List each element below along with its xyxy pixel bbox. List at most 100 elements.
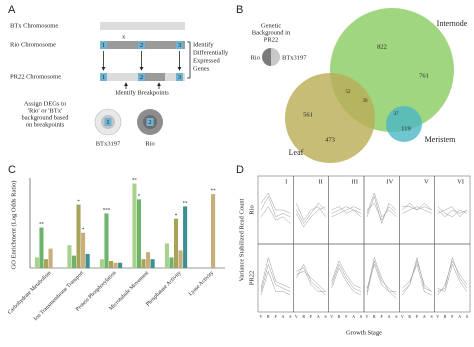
x-tick-label: A [423,314,426,319]
significance: *** [103,209,111,214]
significance: ** [39,223,45,228]
bar [164,243,169,268]
bar [150,259,155,268]
x-tick-label: F [381,314,384,319]
label: Rio [145,140,154,147]
marker-label: 2 [140,42,143,49]
cluster-label: V [424,178,429,185]
expression-line [296,270,326,292]
chromosome [138,73,165,81]
marker [104,118,112,126]
label: background based [21,114,69,121]
x-tick-label: Phosphatase Activity [145,270,183,308]
marker [138,73,145,81]
background-half [262,48,271,66]
x-tick-label: S [360,314,362,319]
expression-line [402,206,432,211]
panel-letter: B [236,4,243,16]
expression-line [437,256,468,292]
expression-line [366,202,397,221]
x-tick-label: F [451,314,454,319]
bar [169,257,174,268]
chromosome [165,73,185,81]
label: 'Rio' or 'BTx' [28,107,62,114]
bar [34,257,39,268]
label: PR22 [264,36,278,43]
significance: * [138,195,141,200]
expression-line [331,263,362,292]
label: Background in [252,29,291,36]
marker [176,73,183,81]
label: Rio [251,54,260,61]
x-tick-label: R [373,314,376,319]
label: PR22 Chromosome [10,73,61,80]
x-tick-label: F [416,314,419,319]
bar [67,245,72,268]
label: Genetic [261,22,281,29]
significance: * [77,200,80,205]
bar [211,194,216,268]
bar [39,227,44,268]
bar [104,213,109,268]
expression-line [296,202,326,225]
x-tick-label: S [289,314,291,319]
marker-label: 2 [148,119,151,126]
label: Identify Breakpoints [115,89,169,96]
marker [100,73,107,81]
label: Leaf [289,148,304,157]
x-tick-label: S [395,314,397,319]
expression-line [296,203,326,221]
expression-line [437,206,468,218]
x-tick-label: R [444,314,447,319]
x-tick-label: F [275,314,278,319]
background-half [271,48,280,66]
marker-label: 1 [102,74,105,81]
x-tick-label: R [267,314,270,319]
label: Meristem [425,135,456,144]
expression-line [331,267,362,296]
panel-letter: A [8,4,16,16]
x-tick-label: V [436,314,439,319]
label: Assign DEGs to [24,100,66,107]
expression-line [260,256,291,289]
bar [113,262,118,268]
expression-line [296,267,326,292]
count: 761 [419,72,429,79]
bar [136,199,142,268]
bar [48,248,53,268]
label: Internode [437,19,468,28]
bar [178,250,183,268]
expression-line [260,206,291,224]
significance: * [175,214,178,219]
x-tick-label: V [295,314,298,319]
label: Genes [193,65,210,72]
bar [108,260,114,268]
expression-line [260,195,291,218]
expression-line [437,209,468,218]
chromosome [100,22,185,30]
x-tick-label: S [431,314,433,319]
cluster-label: IV [386,178,393,185]
bar [146,252,151,268]
expression-line [437,260,468,296]
significance: ** [211,189,217,194]
count: 39 [363,99,369,104]
marker [138,41,145,49]
chromosome [100,73,138,81]
count: 561 [303,111,313,118]
count: 822 [377,43,387,50]
x-tick-label: R [338,314,341,319]
bar [43,259,49,268]
marker-label: 2 [140,74,143,81]
count: 52 [346,90,352,95]
bar [183,206,188,268]
bar [99,259,104,268]
label: BTx3197 [282,54,307,61]
expression-line [366,256,397,292]
significance: ** [183,202,189,207]
bar [173,218,179,268]
bar [71,255,77,268]
expression-line [260,192,291,214]
x-tick-label: R [302,314,305,319]
x-tick-label: F [345,314,348,319]
